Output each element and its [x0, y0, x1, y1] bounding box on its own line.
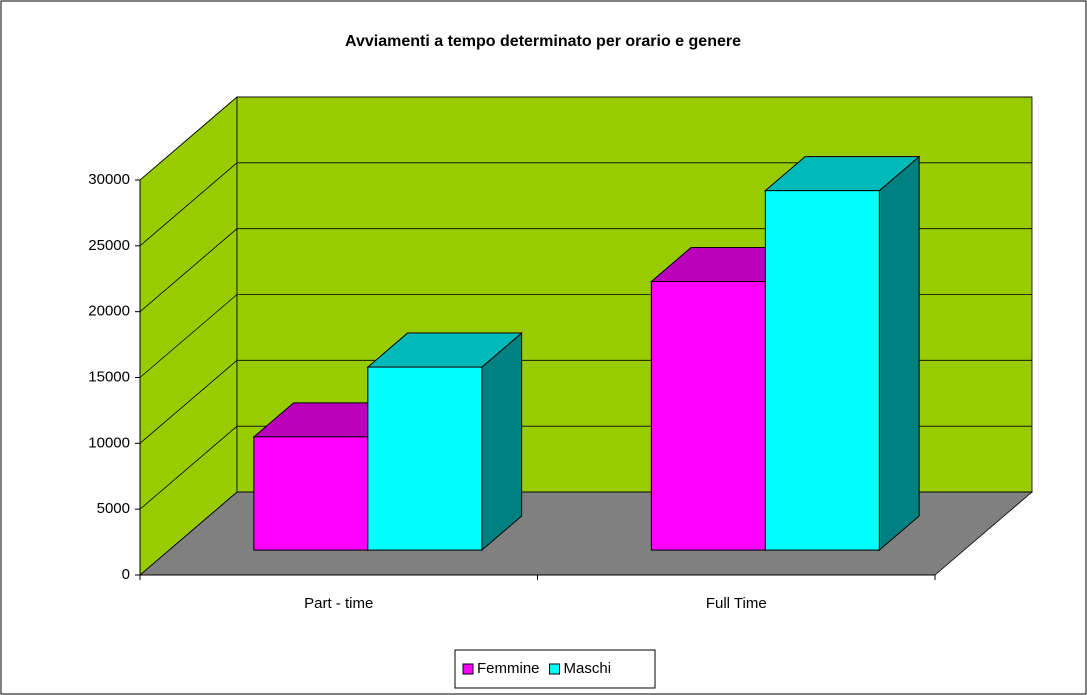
y-tick-label: 10000 — [88, 434, 130, 451]
legend-swatch — [549, 663, 561, 675]
bar-side — [878, 155, 920, 552]
grid-line — [139, 162, 1032, 247]
bar — [650, 281, 766, 551]
chart-title: Avviamenti a tempo determinato per orari… — [345, 33, 741, 50]
x-tick-label: Part - time — [304, 595, 373, 612]
y-tick-label: 20000 — [88, 303, 130, 320]
y-tick-label: 5000 — [97, 500, 130, 517]
legend-label: Maschi — [564, 660, 612, 677]
y-tick-label: 15000 — [88, 368, 130, 385]
bar — [367, 366, 483, 551]
legend-swatch — [462, 663, 474, 675]
bar — [764, 190, 880, 551]
grid-line — [139, 96, 1032, 181]
bar — [253, 436, 369, 551]
y-tick-label: 25000 — [88, 237, 130, 254]
bar-side — [481, 331, 523, 552]
x-tick-label: Full Time — [706, 595, 767, 612]
legend-label: Femmine — [477, 660, 540, 677]
legend — [454, 649, 656, 689]
y-tick-label: 30000 — [88, 171, 130, 188]
y-tick-label: 0 — [122, 566, 130, 583]
